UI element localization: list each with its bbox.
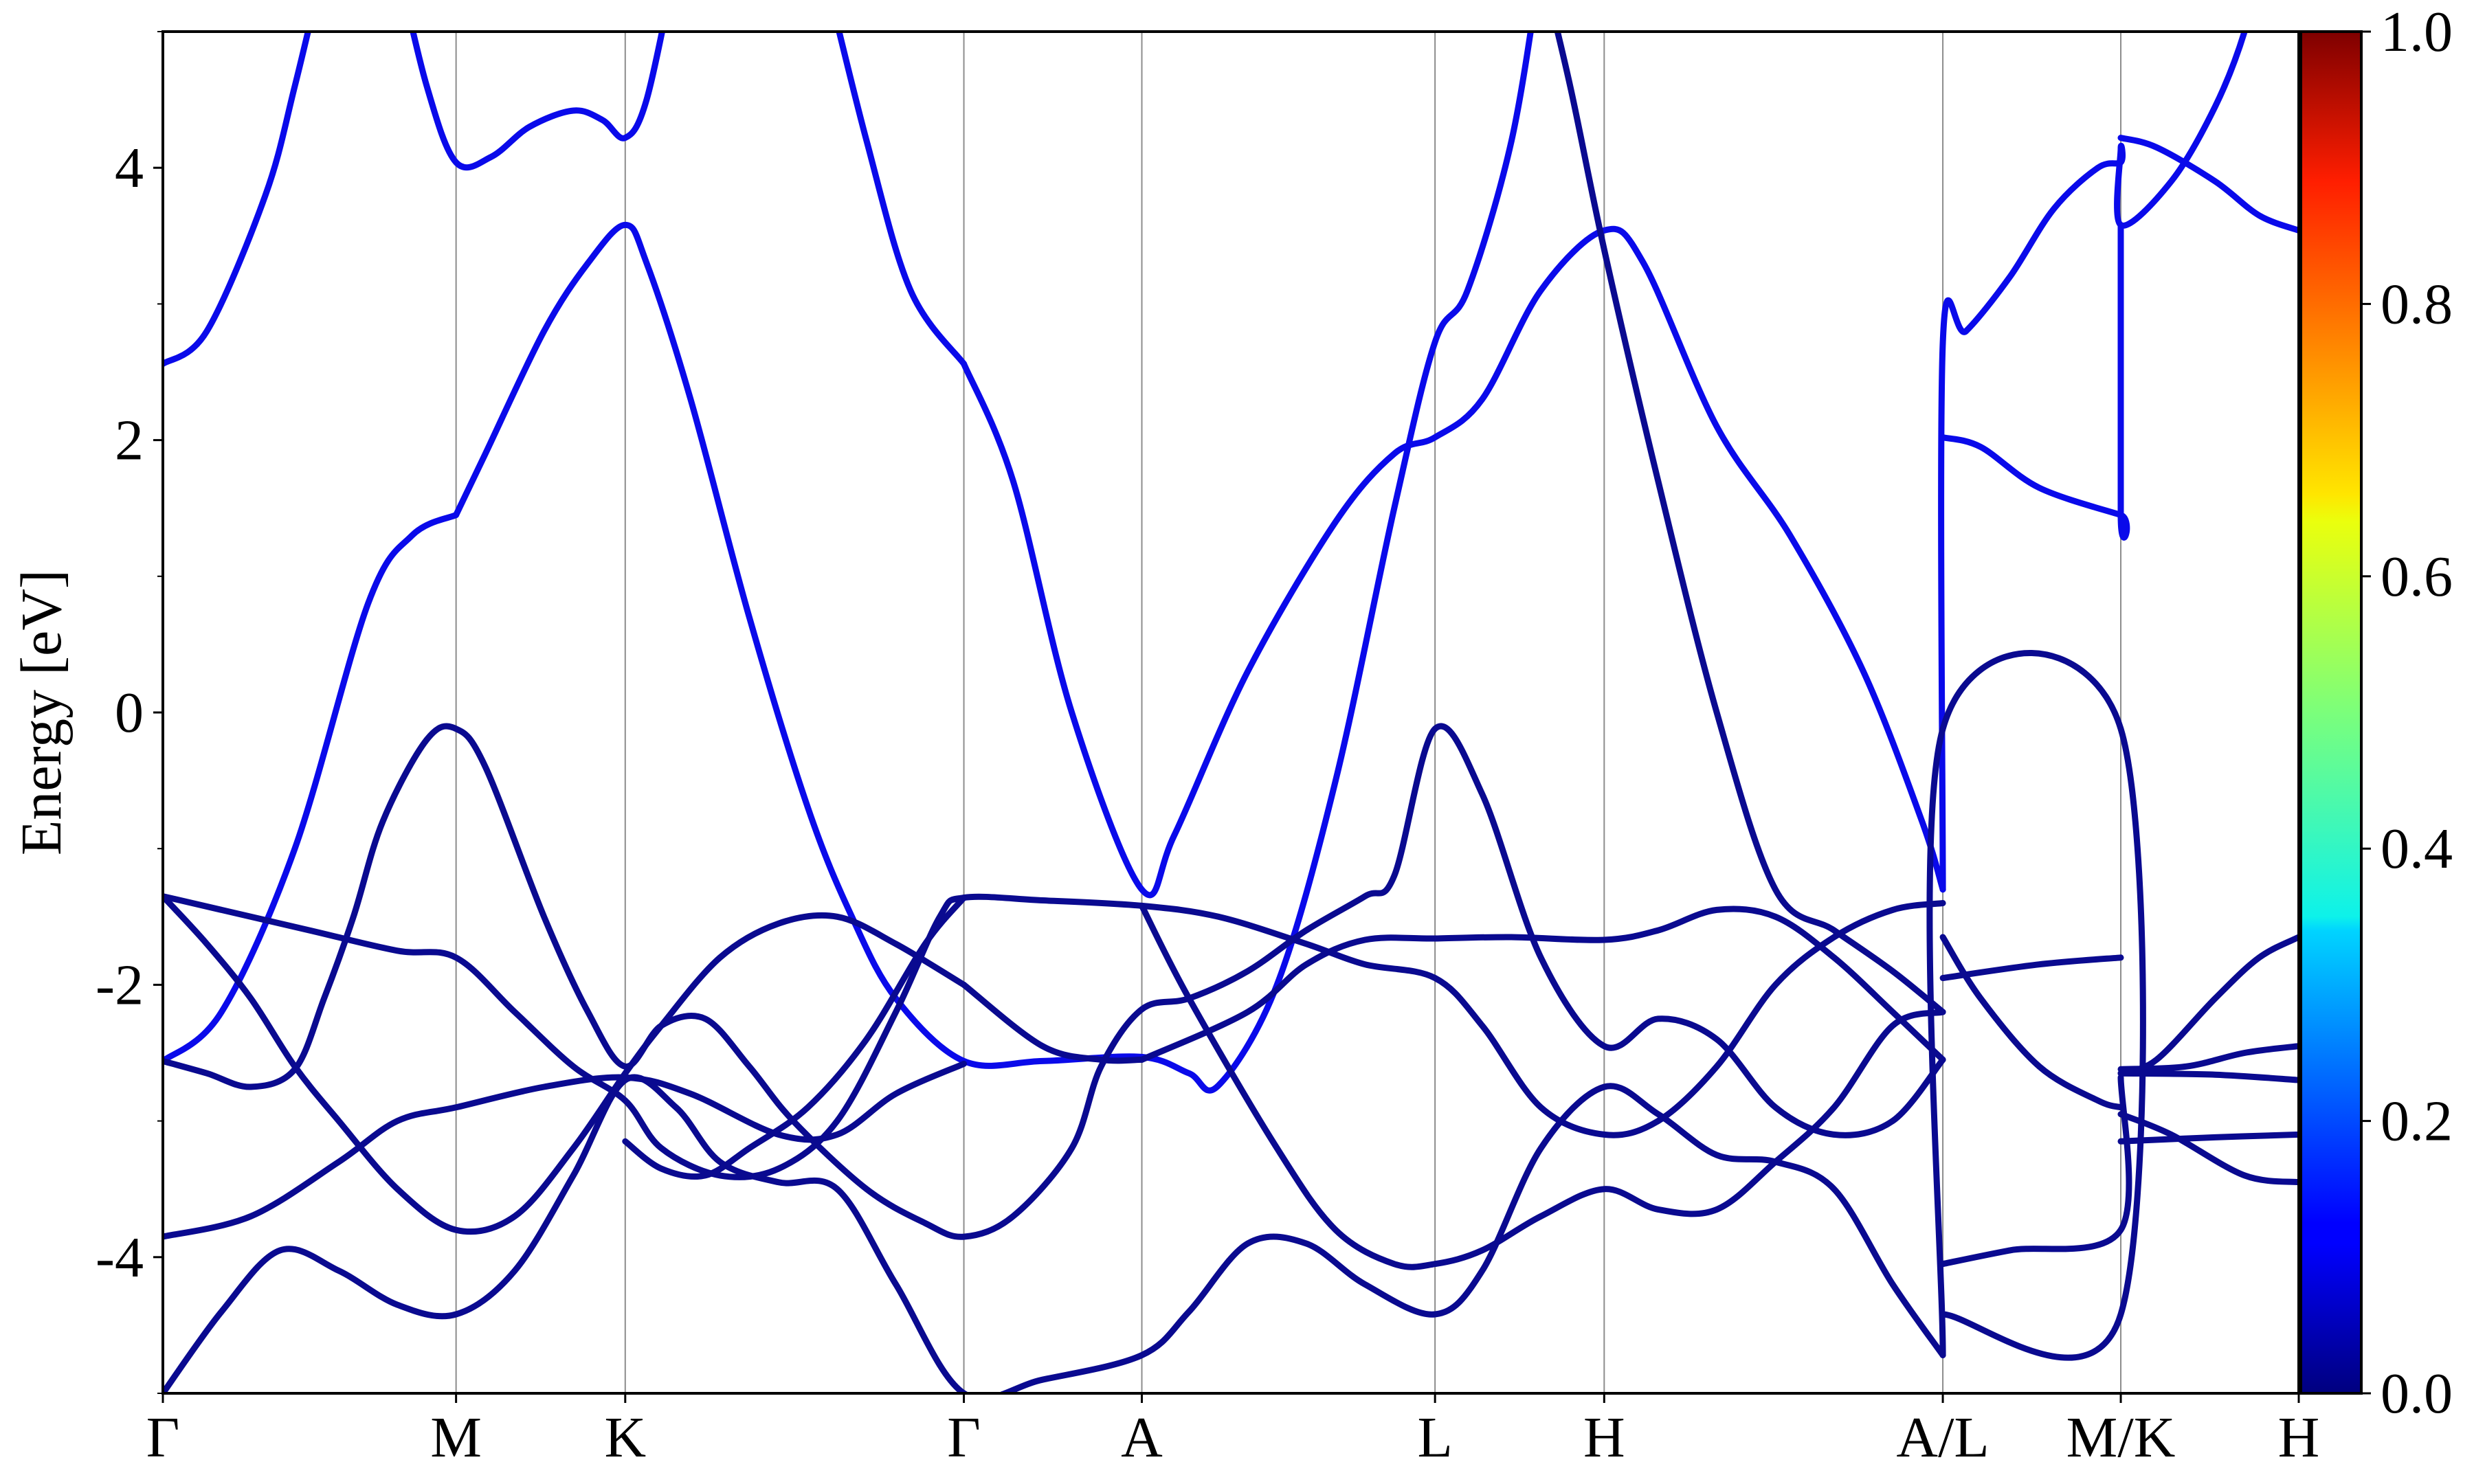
y-axis-label: Energy [eV]: [10, 570, 74, 855]
y-tick-label: -2: [96, 953, 144, 1017]
band-line: [1139, 902, 1946, 1270]
band-line: [2117, 1043, 2299, 1072]
band-line: [163, 893, 1946, 1180]
band-line: [1939, 934, 2124, 1111]
colorbar-tick-label: 0.8: [2381, 272, 2453, 336]
band-line: [1926, 650, 2146, 1361]
band-line: [163, 893, 968, 1235]
colorbar-tick-label: 0.6: [2381, 545, 2453, 609]
band-line: [2117, 934, 2299, 1077]
band-line: [961, 981, 1145, 1064]
band-line: [1554, 32, 1946, 1015]
x-tick-label: M: [430, 1406, 482, 1470]
x-tick-label: Γ: [947, 1406, 981, 1470]
x-tick-label: Γ: [146, 1406, 180, 1470]
x-tick-label: A/L: [1896, 1406, 1989, 1470]
x-tick-label: A: [1121, 1406, 1163, 1470]
band-line: [2117, 135, 2299, 234]
band-line: [2117, 1131, 2299, 1145]
band-line: [163, 1060, 968, 1240]
y-tick-label: 4: [115, 136, 144, 200]
x-tick-label: H: [2278, 1406, 2320, 1470]
band-line: [453, 32, 1534, 1094]
band-line: [163, 723, 1946, 1240]
band-line: [1939, 1074, 2132, 1268]
x-tick-label: K: [604, 1406, 646, 1470]
band-line: [836, 32, 968, 368]
colorbar-tick-label: 0.4: [2381, 817, 2453, 881]
band-lines: [163, 32, 2299, 1393]
band-line: [1938, 32, 2248, 893]
band-line: [1939, 954, 2124, 981]
band-line: [163, 512, 460, 1064]
colorbar-tick-label: 0.2: [2381, 1090, 2453, 1154]
axes: Γ M K Γ A L H A/L M/K H 4 2 0 -2 -4: [96, 31, 2320, 1470]
colorbar-ticks: 1.0 0.8 0.6 0.4 0.2 0.0: [2361, 0, 2453, 1426]
band-line: [622, 895, 968, 1180]
band-line: [1139, 906, 1946, 1063]
colorbar: 1.0 0.8 0.6 0.4 0.2 0.0: [2299, 0, 2453, 1426]
band-line: [1939, 221, 2130, 541]
colorbar-tick-label: 1.0: [2381, 0, 2453, 64]
band-line: [163, 32, 311, 368]
band-line: [2117, 1070, 2299, 1083]
y-tick-label: 2: [115, 409, 144, 473]
colorbar-tick-label: 0.0: [2381, 1362, 2453, 1426]
band-line: [961, 225, 1946, 899]
colorbar-gradient: [2299, 30, 2363, 1395]
x-tick-label: M/K: [2066, 1406, 2176, 1470]
band-line: [2117, 1111, 2299, 1186]
y-tick-label: 0: [115, 681, 144, 745]
band-line: [410, 32, 666, 171]
x-tick-label: H: [1583, 1406, 1625, 1470]
band-line: [163, 1074, 1946, 1393]
x-tick-label: L: [1417, 1406, 1452, 1470]
y-tick-label: -4: [96, 1226, 144, 1290]
